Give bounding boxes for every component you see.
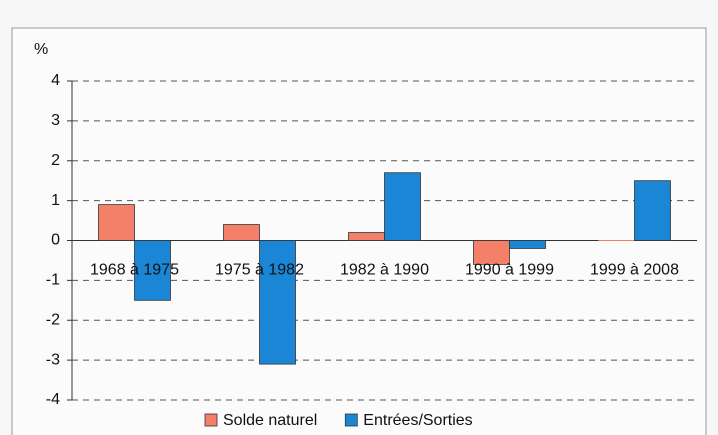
- y-tick-label: 4: [51, 72, 60, 89]
- x-tick-label: 1990 à 1999: [465, 262, 554, 279]
- x-tick-label: 1999 à 2008: [590, 262, 679, 279]
- x-tick-label: 1982 à 1990: [340, 262, 429, 279]
- bar: [223, 224, 260, 241]
- bar: [473, 240, 510, 265]
- bar: [98, 204, 135, 241]
- bar: [634, 180, 671, 241]
- y-tick-label: -4: [46, 391, 60, 408]
- y-tick-label: 0: [51, 232, 60, 249]
- legend-label: Solde naturel: [223, 412, 317, 429]
- y-tick-label: 1: [51, 192, 60, 209]
- legend-label: Entrées/Sorties: [363, 412, 472, 429]
- y-axis-label: %: [34, 41, 48, 58]
- bar: [509, 240, 546, 249]
- y-tick-label: 3: [51, 112, 60, 129]
- y-tick-label: -1: [46, 272, 60, 289]
- bar: [134, 240, 171, 301]
- bar: [259, 240, 296, 365]
- y-tick-label: -2: [46, 311, 60, 328]
- y-tick-label: -3: [46, 351, 60, 368]
- legend-swatch: [344, 413, 358, 427]
- x-tick-label: 1968 à 1975: [90, 262, 179, 279]
- x-tick-label: 1975 à 1982: [215, 262, 304, 279]
- bar: [384, 172, 421, 241]
- y-tick-label: 2: [51, 152, 60, 169]
- bar: [348, 232, 385, 241]
- legend-swatch: [204, 413, 218, 427]
